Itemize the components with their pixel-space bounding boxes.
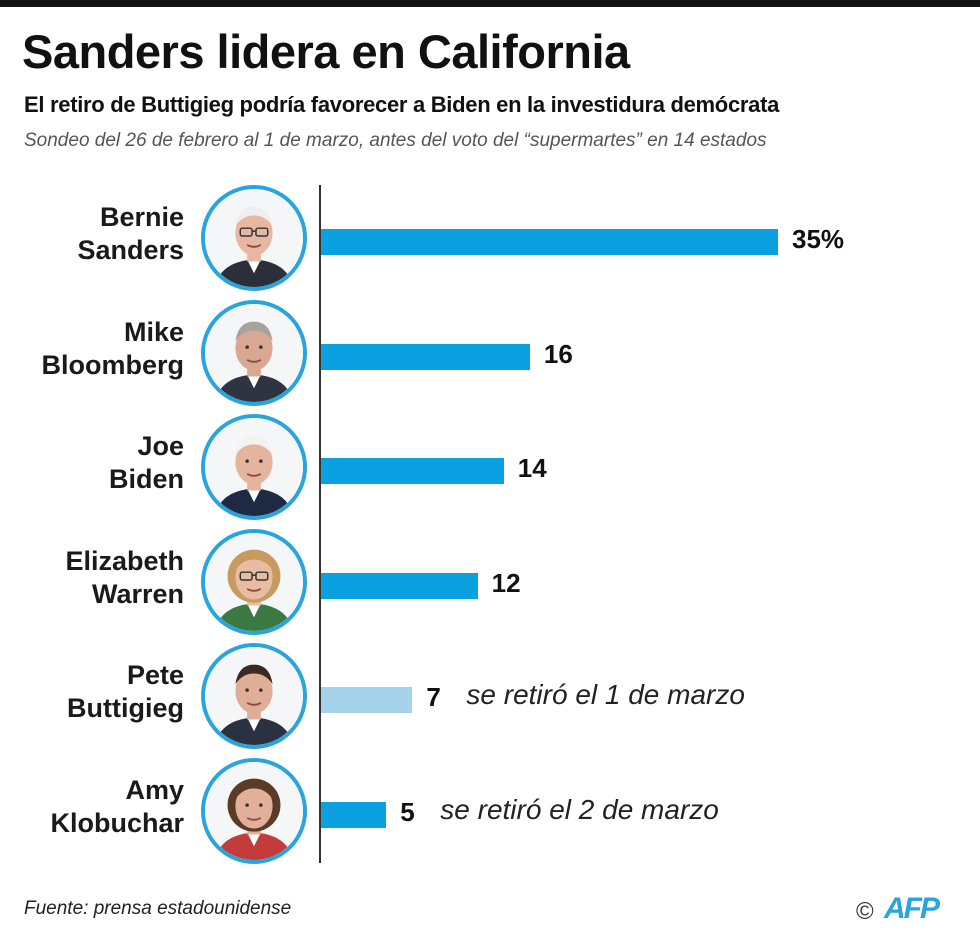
category-label: Amy Klobuchar <box>4 774 184 840</box>
withdrawal-annotation: se retiró el 1 de marzo <box>466 679 745 711</box>
withdrawal-annotation: se retiró el 2 de marzo <box>440 794 719 825</box>
last-name-label: Biden <box>108 464 184 495</box>
source-note: Fuente: prensa estadounidense <box>24 898 292 919</box>
bar-row: Joe Biden 14 <box>0 412 980 526</box>
elizabeth-warren-portrait-icon <box>201 528 307 635</box>
chart-axis-line <box>319 185 321 863</box>
bar-row: Bernie Sanders 35% <box>0 183 980 297</box>
category-label: Joe Biden <box>4 430 184 496</box>
data-label: 12 <box>491 567 521 598</box>
first-name-label: Joe <box>137 431 184 462</box>
last-name-label: Sanders <box>77 235 184 265</box>
last-name-label: Buttigieg <box>67 693 184 724</box>
category-label: Elizabeth Warren <box>4 545 184 611</box>
first-name-label: Pete <box>126 660 184 691</box>
category-label: Mike Bloomberg <box>4 316 184 382</box>
amy-klobuchar-portrait-icon <box>201 758 307 864</box>
bar-row: Amy Klobuchar 5 se retiró el 2 de marzo <box>0 756 980 870</box>
chart-subtitle: El retiro de Buttigieg podría favorecer … <box>24 92 780 117</box>
bar <box>321 458 504 485</box>
first-name-label: Bernie <box>99 202 184 232</box>
data-label: 35% <box>792 224 845 254</box>
bar <box>321 687 413 714</box>
data-label: 14 <box>517 453 547 484</box>
last-name-label: Warren <box>91 578 184 609</box>
top-rule <box>0 0 980 7</box>
first-name-label: Mike <box>123 316 184 347</box>
data-label: 5 <box>400 797 415 827</box>
bar <box>321 802 387 828</box>
last-name-label: Bloomberg <box>41 349 184 380</box>
bar-row: Mike Bloomberg 16 <box>0 298 980 412</box>
bar-row: Elizabeth Warren 12 <box>0 527 980 641</box>
afp-logo: AFP <box>884 892 940 925</box>
category-label: Bernie Sanders <box>4 201 184 267</box>
pete-buttigieg-portrait-icon <box>201 643 307 750</box>
bar <box>321 572 478 599</box>
bar <box>321 229 778 255</box>
joe-biden-portrait-icon <box>201 414 307 521</box>
bar <box>321 343 530 370</box>
bernie-sanders-portrait-icon <box>201 185 307 291</box>
bar-row: Pete Buttigieg 7 se retiró el 1 de marzo <box>0 641 980 755</box>
last-name-label: Klobuchar <box>50 808 184 838</box>
chart-title: Sanders lidera en California <box>22 25 630 78</box>
data-label: 16 <box>543 338 573 369</box>
first-name-label: Amy <box>125 775 184 805</box>
copyright-symbol: © <box>856 898 874 925</box>
category-label: Pete Buttigieg <box>4 659 184 725</box>
chart-note: Sondeo del 26 de febrero al 1 de marzo, … <box>24 130 767 151</box>
data-label: 7 <box>426 682 441 713</box>
first-name-label: Elizabeth <box>65 545 184 576</box>
mike-bloomberg-portrait-icon <box>201 299 307 406</box>
